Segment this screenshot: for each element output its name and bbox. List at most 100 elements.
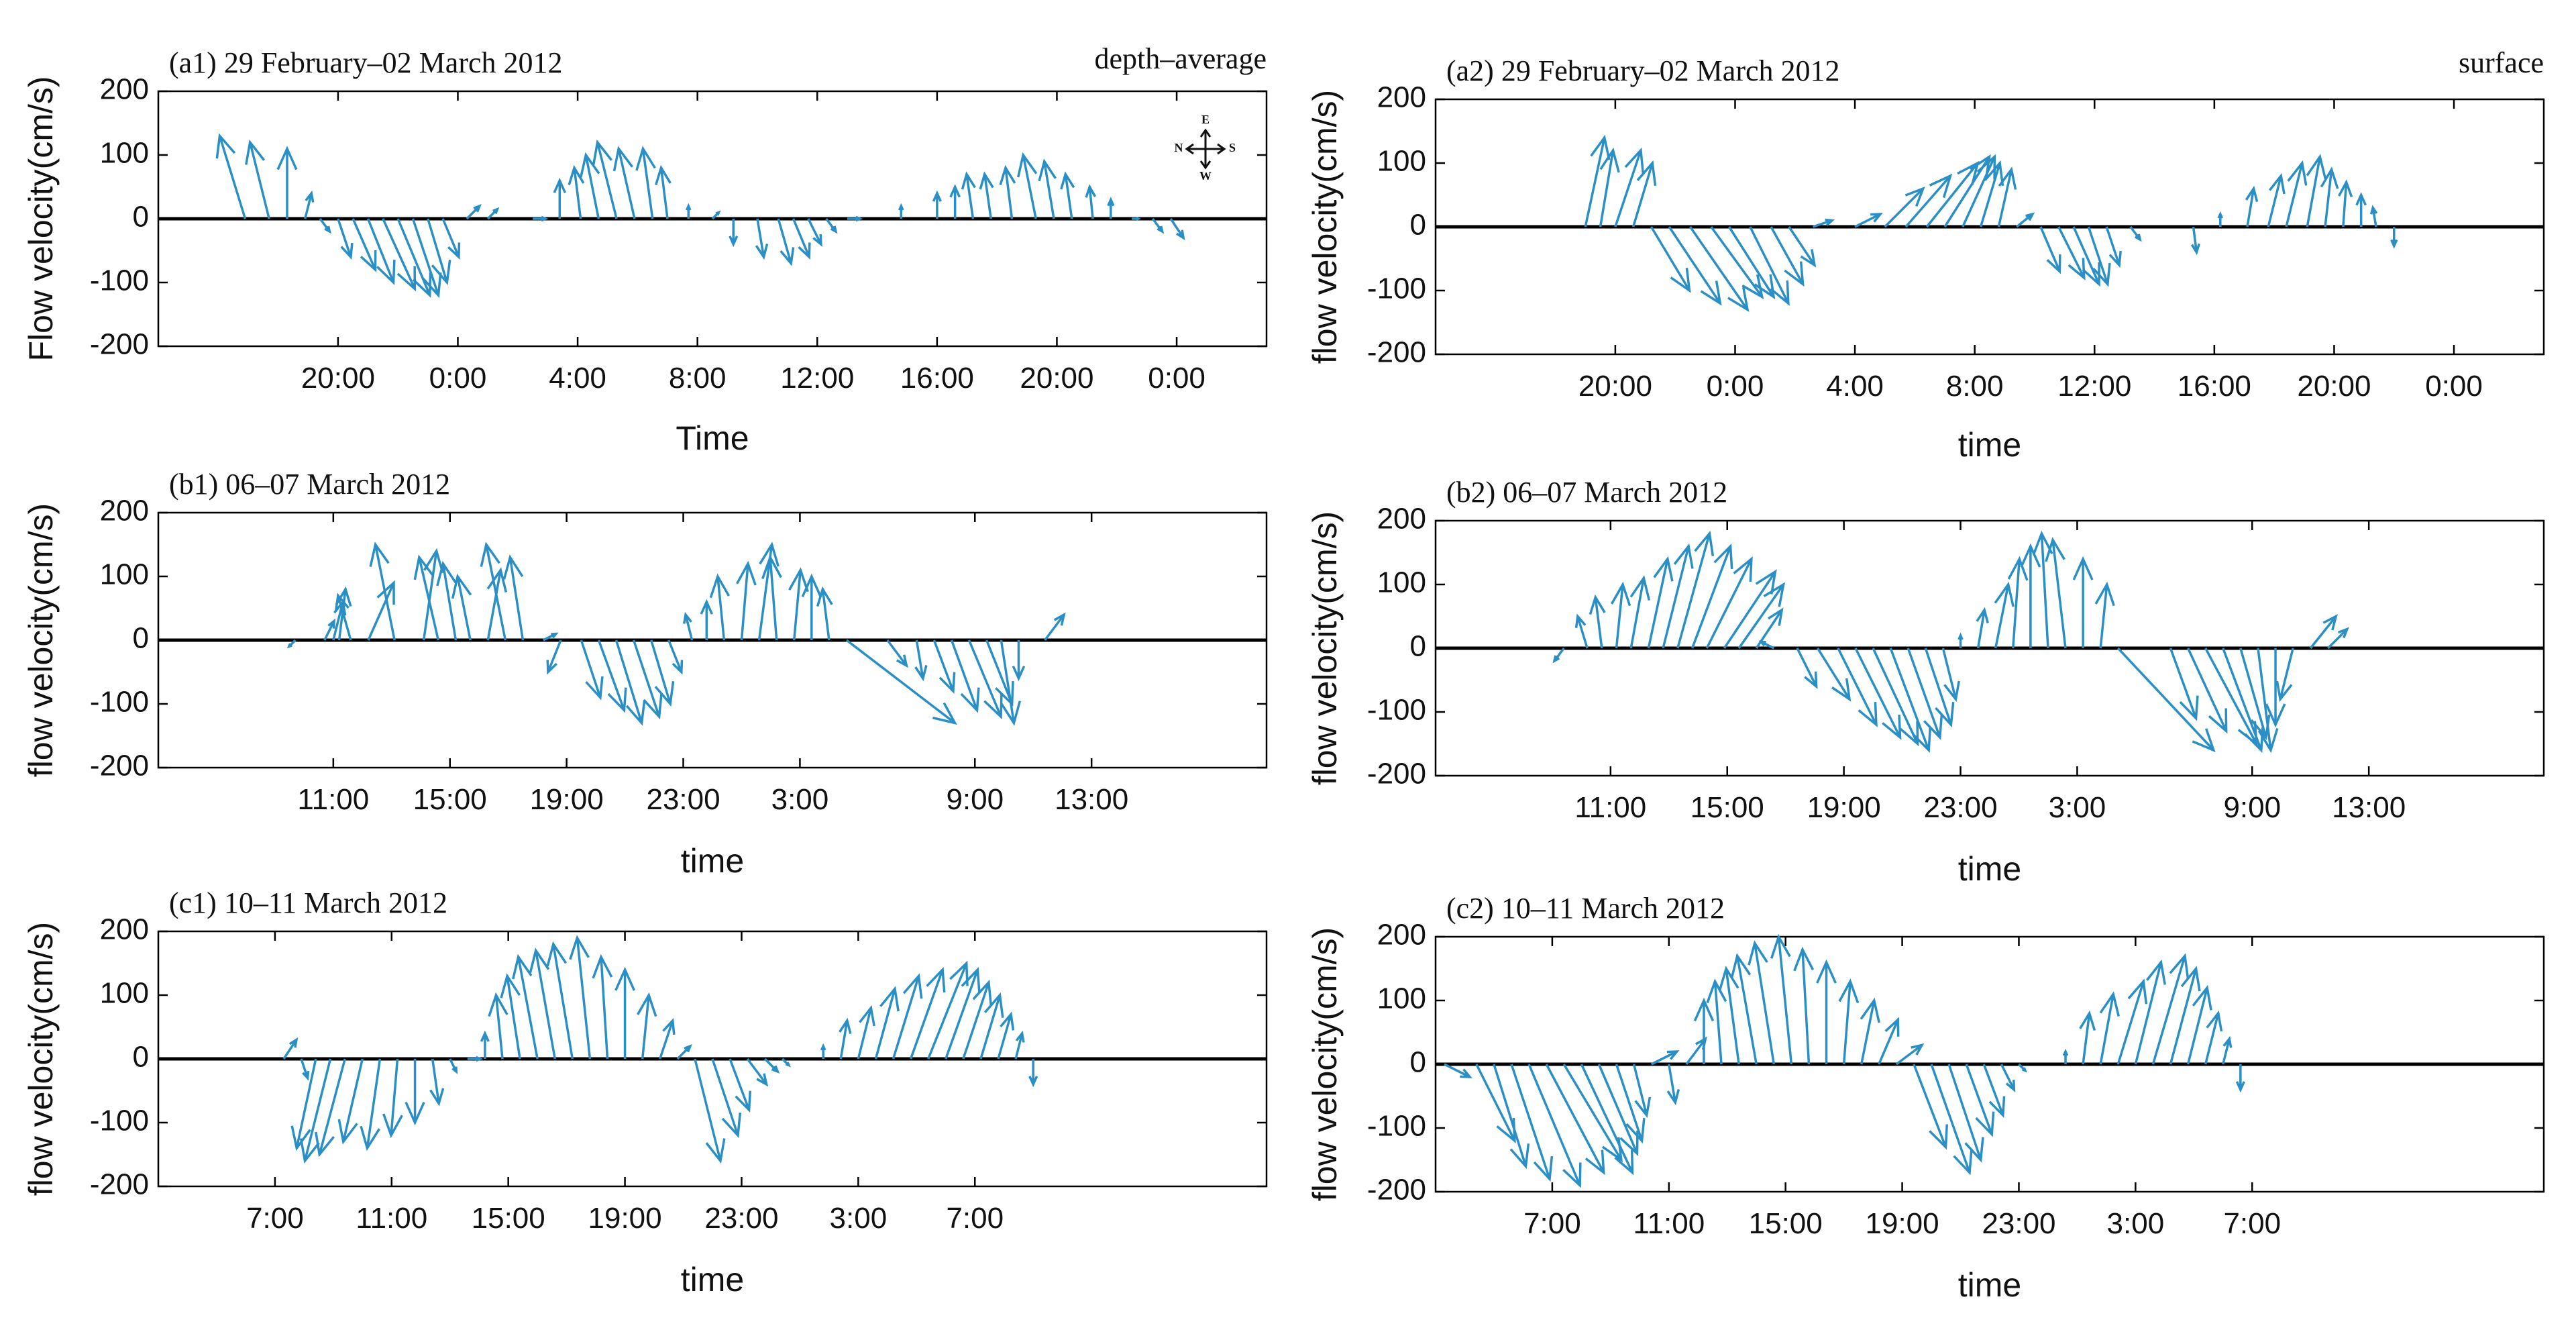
velocity-vector [1589,594,1606,649]
y-tick-label: 100 [1377,982,1426,1015]
velocity-vector [1668,226,1722,306]
velocity-vector [997,1011,1015,1060]
velocity-vector [1614,147,1644,227]
x-tick-label: 0:00 [1148,362,1205,395]
velocity-vector [962,979,992,1060]
x-tick-label: 12:00 [780,362,854,395]
y-tick-label: 200 [1377,503,1426,535]
velocity-vector [2190,226,2200,256]
velocity-vector [413,554,440,641]
velocity-vector [1000,639,1022,726]
velocity-vector [1728,226,1776,300]
velocity-vector [1965,1064,1995,1137]
velocity-vector [932,639,956,695]
velocity-vector [529,947,556,1060]
x-tick-label: 3:00 [771,783,829,816]
velocity-vector [927,960,969,1060]
x-tick-label: 23:00 [1982,1207,2055,1240]
velocity-vector [847,215,863,222]
vector-series [286,542,1066,726]
velocity-vector [1610,581,1631,649]
velocity-vector [1872,648,1919,747]
velocity-vector [2105,226,2122,268]
velocity-vector [488,992,508,1060]
velocity-vector [2369,205,2378,227]
velocity-vector [592,954,613,1060]
y-axis-label: Flow velocity(cm/s) [22,76,60,361]
velocity-vector [1976,607,1989,649]
x-tick-label: 9:00 [2223,791,2281,824]
x-tick-label: 20:00 [301,362,375,395]
velocity-vector [736,560,757,641]
vector-series [1444,933,2245,1188]
y-tick-label: -100 [90,686,149,719]
velocity-vector [2117,647,2216,753]
compass-label-left: N [1175,141,1183,154]
velocity-vector [1574,613,1589,649]
x-tick-label: 15:00 [472,1202,545,1235]
velocity-vector [1662,543,1694,649]
x-tick-label: 7:00 [246,1202,304,1235]
velocity-vector [1796,648,1818,689]
velocity-vector [1060,171,1075,219]
y-tick-label: -200 [90,750,149,782]
velocity-vector [1994,581,2015,649]
velocity-vector [360,1058,382,1151]
x-tick-label: 7:00 [1523,1207,1581,1240]
velocity-vector [950,639,980,713]
velocity-vector [709,573,730,641]
velocity-vector [2275,648,2294,703]
compass-cross [1188,132,1223,166]
y-tick-label: -200 [1367,758,1426,790]
velocity-vector [2087,226,2111,287]
velocity-vector [592,139,618,219]
velocity-vector [979,992,1004,1060]
velocity-vector [1584,134,1611,227]
velocity-vector [382,1058,403,1139]
velocity-vector [2072,226,2100,287]
corner-label: depth–average [1094,42,1267,75]
vector-series [282,935,1038,1164]
x-tick-label: 15:00 [1749,1207,1823,1240]
velocity-vector [1913,1064,1949,1150]
velocity-vector [1884,186,1925,228]
velocity-vector [1107,197,1115,219]
velocity-vector [1493,1064,1530,1170]
velocity-vector [1599,147,1620,227]
velocity-vector [2338,179,2353,227]
velocity-vector [1038,158,1057,219]
velocity-vector [543,632,559,641]
velocity-vector [839,1017,852,1060]
velocity-vector [1132,217,1141,221]
velocity-vector [1014,1030,1025,1060]
velocity-vector [2186,984,2212,1065]
velocity-vector [999,164,1016,219]
velocity-vector [807,218,822,247]
velocity-vector [1017,152,1038,219]
velocity-vector [1632,160,1657,227]
velocity-vector [2327,627,2349,650]
velocity-vector [1629,575,1651,649]
velocity-vector [711,210,721,220]
velocity-vector [2204,648,2258,747]
x-tick-label: 0:00 [1707,370,1764,403]
velocity-vector [2217,211,2224,227]
y-tick-label: 100 [100,977,149,1010]
velocity-vector [467,1056,484,1062]
y-tick-label: 200 [1377,81,1426,114]
velocity-vector [334,593,352,641]
velocity-vector [1689,226,1750,313]
y-axis-label: flow velocity(cm/s) [1306,90,1344,364]
y-tick-label: 0 [133,201,149,234]
x-tick-label: 15:00 [413,783,487,816]
y-axis-label: flow velocity(cm/s) [1306,511,1344,785]
velocity-vector [685,203,692,219]
velocity-vector [788,567,809,641]
velocity-vector [352,218,377,272]
velocity-vector [1723,569,1777,649]
velocity-vector [2265,648,2286,728]
velocity-vector [700,599,714,640]
velocity-vector [694,1058,726,1164]
velocity-vector [637,992,657,1060]
x-axis-label: time [681,1261,744,1298]
